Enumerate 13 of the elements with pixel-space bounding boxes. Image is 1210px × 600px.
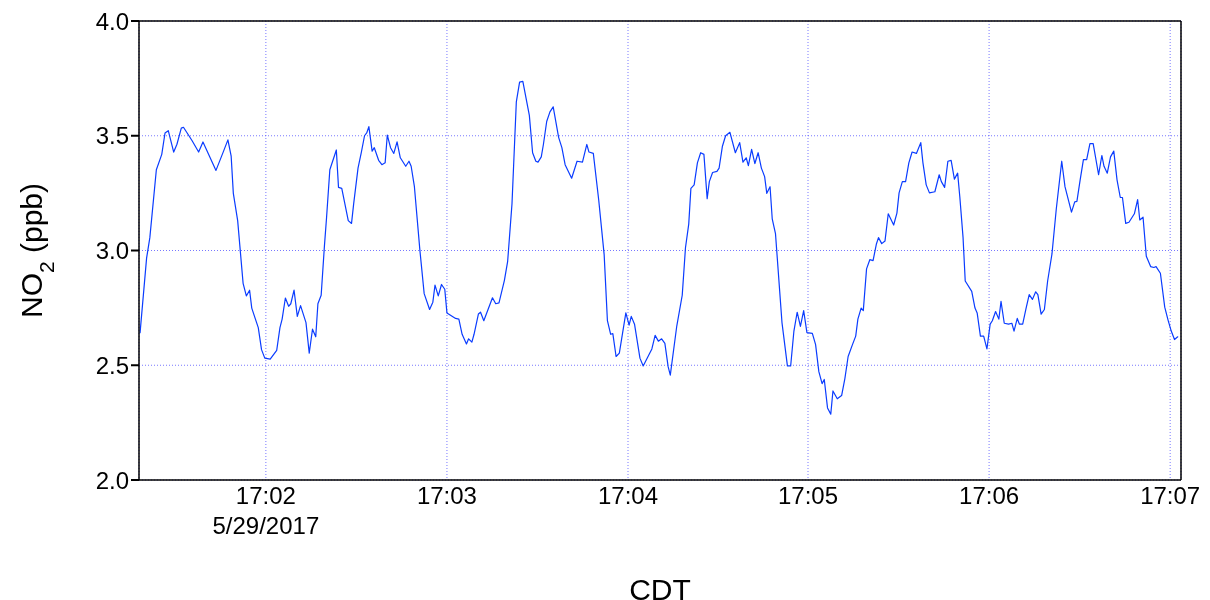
- y-tick-label: 3.5: [95, 122, 129, 150]
- x-tick-label: 17:02 5/29/2017: [212, 482, 320, 539]
- x-axis-title: CDT: [629, 573, 691, 600]
- line-series: [139, 80, 1179, 415]
- x-tick-label: 17:03: [416, 482, 477, 509]
- y-tick-label: 3.0: [95, 237, 129, 265]
- x-tick-label: 17:05: [777, 482, 839, 509]
- x-tick-label: 17:04: [597, 482, 659, 509]
- y-tick-label: 2.5: [95, 351, 129, 379]
- y-tick-label: 4.0: [95, 7, 129, 35]
- x-tick-label: 17:07: [1140, 482, 1201, 509]
- y-tick-label: 2.0: [95, 466, 129, 494]
- x-tick-label: 17:06: [959, 482, 1020, 509]
